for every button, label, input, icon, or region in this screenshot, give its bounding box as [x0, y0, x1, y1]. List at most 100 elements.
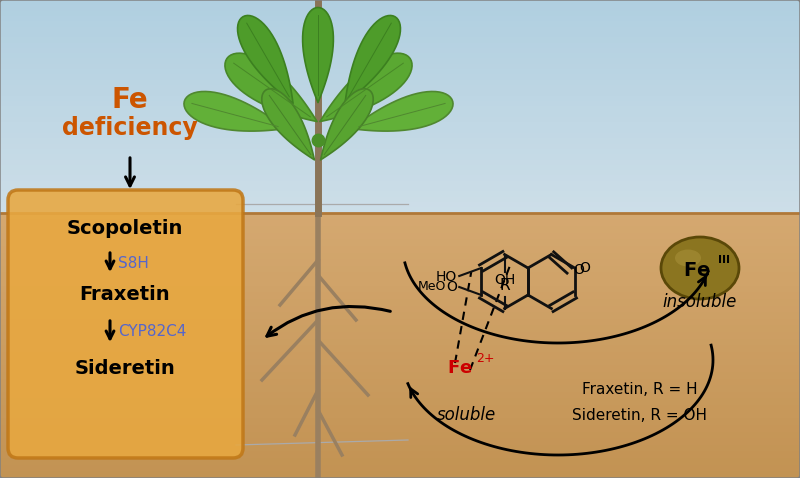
Text: 2+: 2+ — [476, 352, 494, 366]
Text: HO: HO — [436, 270, 458, 284]
Bar — [0, 412, 800, 419]
Bar — [0, 80, 800, 86]
Polygon shape — [345, 15, 401, 103]
Bar — [0, 122, 800, 129]
Bar — [0, 154, 800, 161]
Bar — [0, 143, 800, 150]
Bar — [0, 399, 800, 406]
Bar — [0, 138, 800, 144]
Bar — [0, 213, 800, 220]
Bar — [0, 305, 800, 313]
Bar — [0, 299, 800, 306]
Bar — [0, 160, 800, 166]
Bar — [0, 101, 800, 108]
Polygon shape — [351, 91, 453, 131]
Bar — [0, 266, 800, 273]
Bar — [0, 0, 800, 6]
Bar — [0, 312, 800, 320]
Bar — [0, 117, 800, 123]
Bar — [0, 197, 800, 203]
Bar — [0, 69, 800, 76]
Ellipse shape — [661, 237, 739, 299]
Bar — [0, 175, 800, 182]
FancyBboxPatch shape — [8, 190, 243, 458]
Bar — [0, 272, 800, 280]
Bar — [0, 286, 800, 293]
Bar — [0, 202, 800, 208]
Bar — [0, 53, 800, 59]
Bar — [0, 11, 800, 17]
Text: deficiency: deficiency — [62, 116, 198, 140]
Text: Scopoletin: Scopoletin — [67, 218, 183, 238]
Bar — [0, 458, 800, 466]
Polygon shape — [225, 53, 317, 121]
Bar — [0, 346, 800, 353]
Text: III: III — [718, 255, 730, 265]
Bar — [0, 319, 800, 326]
Bar — [0, 246, 800, 253]
Polygon shape — [320, 53, 412, 121]
Text: R: R — [499, 278, 510, 293]
Bar — [0, 418, 800, 426]
Bar — [0, 192, 800, 198]
Bar — [0, 352, 800, 359]
Polygon shape — [238, 15, 293, 103]
Bar — [0, 32, 800, 38]
Bar — [0, 90, 800, 97]
Text: O: O — [578, 261, 590, 275]
Bar — [0, 149, 800, 155]
Polygon shape — [321, 89, 374, 160]
Bar — [0, 451, 800, 459]
Bar — [0, 339, 800, 347]
Text: Fraxetin: Fraxetin — [80, 285, 170, 304]
Bar — [0, 58, 800, 65]
Bar — [0, 365, 800, 373]
Bar — [0, 133, 800, 139]
Bar — [0, 425, 800, 433]
Bar — [0, 332, 800, 340]
Ellipse shape — [675, 250, 701, 267]
Bar — [0, 16, 800, 22]
Bar — [0, 445, 800, 453]
Bar — [0, 181, 800, 187]
Bar — [0, 219, 800, 227]
Text: Fraxetin, R = H: Fraxetin, R = H — [582, 382, 698, 398]
Bar — [0, 96, 800, 102]
Bar — [0, 405, 800, 413]
Bar — [0, 27, 800, 33]
Bar — [0, 252, 800, 260]
Bar — [0, 186, 800, 193]
Text: MeO: MeO — [418, 281, 446, 293]
Bar — [0, 48, 800, 54]
Bar — [0, 170, 800, 176]
Polygon shape — [184, 91, 286, 131]
Bar — [0, 226, 800, 234]
Bar — [0, 37, 800, 43]
Text: $\mathbf{Fe}$: $\mathbf{Fe}$ — [447, 359, 473, 377]
Bar — [0, 85, 800, 91]
Text: insoluble: insoluble — [663, 293, 737, 311]
Bar — [0, 64, 800, 70]
Text: Sideretin: Sideretin — [74, 358, 175, 378]
Text: Fe: Fe — [112, 86, 148, 114]
Polygon shape — [262, 89, 314, 160]
Text: O: O — [574, 263, 584, 278]
Bar — [0, 471, 800, 478]
Bar — [0, 358, 800, 366]
Text: $\mathbf{Fe}$: $\mathbf{Fe}$ — [683, 261, 711, 280]
Bar — [0, 279, 800, 287]
Bar — [0, 22, 800, 28]
Bar — [0, 5, 800, 11]
Bar — [0, 372, 800, 380]
Bar — [0, 438, 800, 446]
Bar — [0, 293, 800, 300]
Bar — [0, 259, 800, 267]
Text: O: O — [446, 280, 458, 294]
Bar — [0, 107, 800, 113]
Bar — [0, 465, 800, 472]
Bar — [0, 392, 800, 400]
Text: S8H: S8H — [118, 256, 149, 271]
Bar — [0, 379, 800, 386]
Text: soluble: soluble — [436, 406, 496, 424]
Text: OH: OH — [494, 273, 515, 287]
